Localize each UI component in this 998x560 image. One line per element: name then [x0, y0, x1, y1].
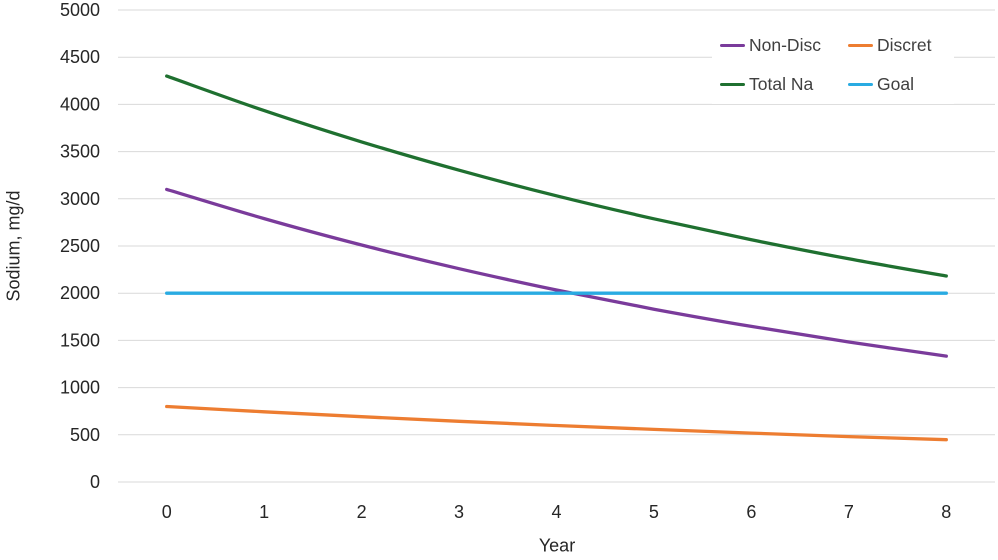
legend-label-non-disc: Non-Disc — [749, 35, 821, 55]
y-tick-label: 3500 — [60, 142, 100, 162]
legend-label-total-na: Total Na — [749, 74, 814, 94]
x-tick-label: 7 — [844, 502, 854, 522]
y-axis-title: Sodium, mg/d — [3, 190, 24, 302]
y-tick-label: 0 — [90, 472, 100, 492]
discret-line — [165, 404, 948, 442]
y-tick-label: 1500 — [60, 330, 100, 350]
x-tick-label: 4 — [551, 502, 561, 522]
legend-label-discret: Discret — [877, 35, 932, 55]
non-disc-line — [165, 187, 948, 358]
y-tick-label: 2000 — [60, 283, 100, 303]
legend-swatch-non-disc — [720, 43, 745, 48]
x-axis-title: Year — [538, 535, 576, 556]
legend-item-non-disc: Non-Disc — [720, 35, 848, 56]
x-tick-label: 6 — [746, 502, 756, 522]
x-tick-label: 8 — [941, 502, 951, 522]
y-tick-label: 3000 — [60, 189, 100, 209]
legend-label-goal: Goal — [877, 74, 914, 94]
x-tick-label: 3 — [454, 502, 464, 522]
y-tick-label: 500 — [70, 425, 100, 445]
y-tick-label: 5000 — [60, 0, 100, 20]
y-tick-label: 4000 — [60, 94, 100, 114]
legend-swatch-total-na — [720, 82, 745, 87]
legend-item-discret: Discret — [848, 35, 954, 56]
y-tick-label: 1000 — [60, 378, 100, 398]
x-tick-label: 0 — [162, 502, 172, 522]
x-tick-label: 5 — [649, 502, 659, 522]
legend-swatch-goal — [848, 82, 873, 87]
y-tick-label: 2500 — [60, 236, 100, 256]
x-tick-label: 1 — [259, 502, 269, 522]
legend: Non-Disc Discret Total Na Goal — [712, 26, 954, 104]
legend-item-goal: Goal — [848, 74, 954, 95]
x-tick-label: 2 — [357, 502, 367, 522]
legend-item-total-na: Total Na — [720, 74, 848, 95]
y-tick-label: 4500 — [60, 47, 100, 67]
legend-swatch-discret — [848, 43, 873, 48]
total-na-line — [165, 74, 948, 278]
